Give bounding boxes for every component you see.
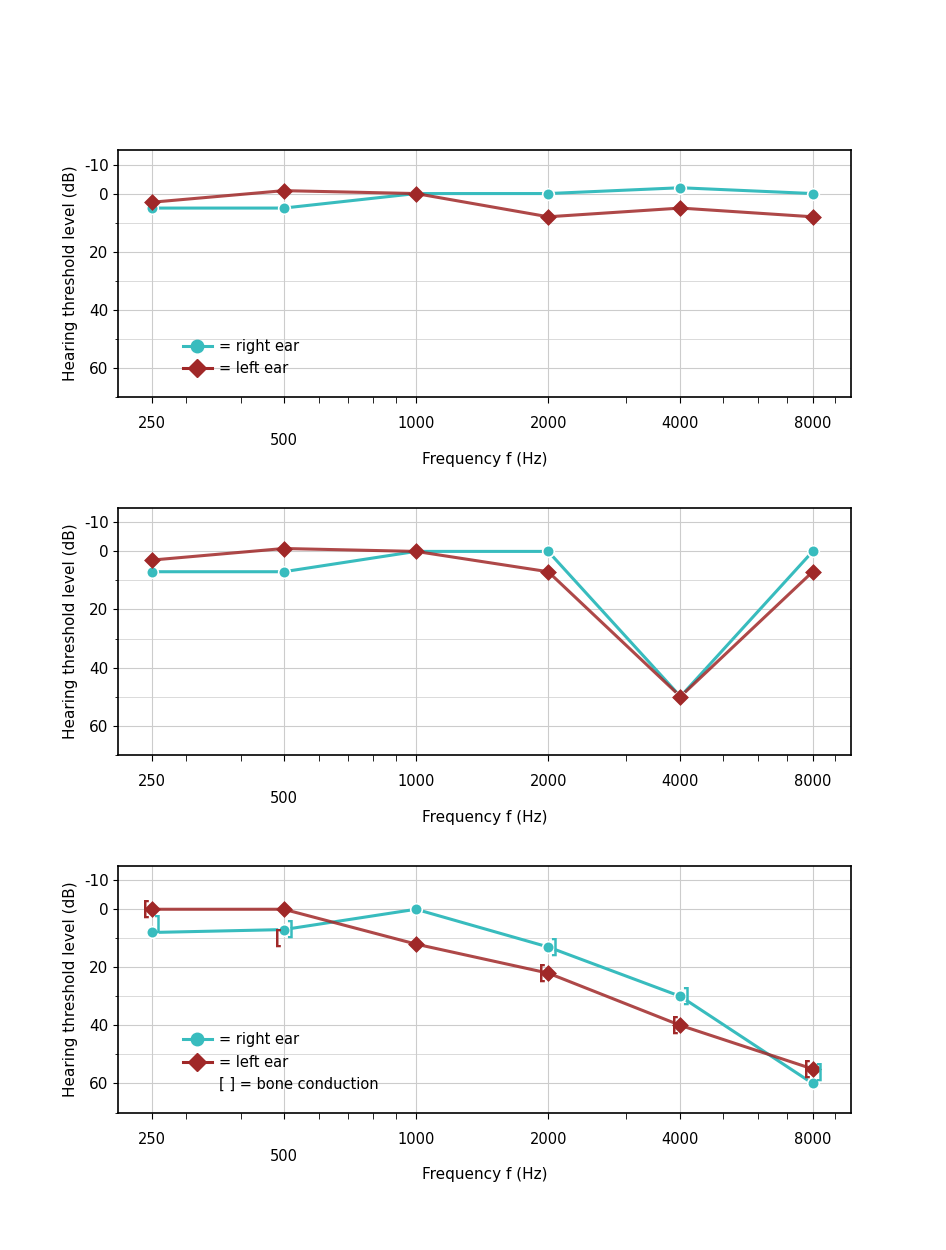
Text: ]: ] (680, 986, 692, 1006)
Point (541, 184, 556, 204)
Point (276, 899, 291, 919)
Y-axis label: Hearing threshold level (dB): Hearing threshold level (dB) (63, 881, 79, 1098)
Text: 250: 250 (137, 774, 166, 789)
Text: ]: ] (549, 938, 560, 956)
Text: ]: ] (151, 914, 164, 934)
Text: 4000: 4000 (662, 774, 699, 789)
Point (673, 198, 688, 217)
Point (805, 541, 820, 561)
Text: 1000: 1000 (397, 774, 434, 789)
Text: 2000: 2000 (530, 416, 567, 431)
Text: 2000: 2000 (530, 1132, 567, 1148)
Text: ]: ] (813, 1062, 824, 1081)
Point (409, 541, 424, 561)
Text: 2000: 2000 (530, 774, 567, 789)
Text: 8000: 8000 (794, 1132, 832, 1148)
Point (805, 206, 820, 226)
X-axis label: Frequency f (Hz): Frequency f (Hz) (422, 810, 548, 825)
Text: 4000: 4000 (662, 1132, 699, 1148)
Point (805, 1074, 820, 1094)
Point (805, 561, 820, 581)
Point (409, 899, 424, 919)
Point (409, 184, 424, 204)
Point (805, 1059, 820, 1079)
Text: 1000: 1000 (397, 1132, 434, 1148)
Point (144, 561, 159, 581)
Text: 500: 500 (270, 791, 298, 806)
Text: 1000: 1000 (397, 416, 434, 431)
X-axis label: Frequency f (Hz): Frequency f (Hz) (422, 1168, 548, 1182)
Text: [: [ (140, 900, 151, 919)
Text: [: [ (669, 1016, 680, 1035)
Legend: = right ear, = left ear, [ ] = bone conduction: = right ear, = left ear, [ ] = bone cond… (177, 1026, 385, 1098)
Point (409, 934, 424, 954)
Point (541, 938, 556, 958)
Text: 8000: 8000 (794, 774, 832, 789)
Text: [: [ (272, 929, 284, 948)
Point (541, 561, 556, 581)
Point (673, 686, 688, 706)
Point (409, 541, 424, 561)
Text: ]: ] (284, 920, 295, 939)
Text: [: [ (801, 1060, 813, 1079)
Point (541, 541, 556, 561)
Text: 500: 500 (270, 1149, 298, 1164)
Point (144, 899, 159, 919)
Point (276, 198, 291, 217)
Point (673, 686, 688, 706)
Text: 4000: 4000 (662, 416, 699, 431)
Point (276, 181, 291, 201)
Point (541, 206, 556, 226)
Text: [: [ (536, 964, 549, 982)
Y-axis label: Hearing threshold level (dB): Hearing threshold level (dB) (63, 524, 79, 739)
X-axis label: Frequency f (Hz): Frequency f (Hz) (422, 451, 548, 466)
Point (805, 184, 820, 204)
Point (673, 986, 688, 1006)
Y-axis label: Hearing threshold level (dB): Hearing threshold level (dB) (63, 165, 79, 381)
Text: 8000: 8000 (794, 416, 832, 431)
Point (276, 539, 291, 559)
Point (276, 561, 291, 581)
Point (673, 177, 688, 198)
Point (276, 920, 291, 940)
Text: 250: 250 (137, 1132, 166, 1148)
Point (409, 184, 424, 204)
Point (144, 192, 159, 213)
Point (144, 198, 159, 217)
Point (144, 550, 159, 570)
Point (673, 1015, 688, 1035)
Point (541, 964, 556, 984)
Text: 500: 500 (270, 432, 298, 447)
Legend: = right ear, = left ear: = right ear, = left ear (177, 334, 306, 382)
Text: 250: 250 (137, 416, 166, 431)
Point (144, 922, 159, 942)
